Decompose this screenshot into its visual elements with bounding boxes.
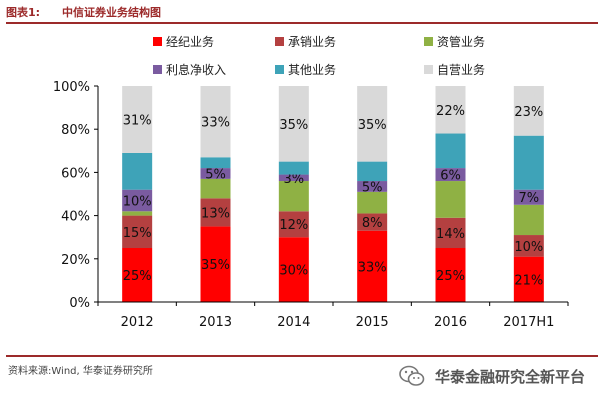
data-label-2017H1-2: 10% xyxy=(514,240,543,255)
watermark: 华泰金融研究全新平台 xyxy=(395,360,600,396)
bar-2013-2 xyxy=(200,198,231,227)
figure-header: 图表1: 中信证券业务结构图 xyxy=(6,4,596,22)
bar-2014-3 xyxy=(278,181,309,212)
legend-label-3: 资管业务 xyxy=(437,34,485,49)
bar-2014-2 xyxy=(278,211,309,238)
bar-2012-3 xyxy=(122,211,153,216)
x-tick-label-5: 2017H1 xyxy=(503,315,554,330)
bar-2014-1 xyxy=(278,237,309,302)
legend-label-6: 自营业务 xyxy=(437,62,485,77)
bar-2015-4 xyxy=(357,181,388,192)
bar-2013-4 xyxy=(200,168,231,179)
x-tick-label-2: 2014 xyxy=(277,315,310,330)
legend-swatch-4 xyxy=(153,65,162,74)
data-label-2016-4: 6% xyxy=(440,169,461,184)
wechat-icon xyxy=(399,365,425,386)
data-label-2015-1: 33% xyxy=(358,260,387,275)
bar-2015-2 xyxy=(357,213,388,231)
data-label-2012-6: 31% xyxy=(123,113,152,128)
bar-2013-1 xyxy=(200,226,231,302)
bar-2016-1 xyxy=(435,248,466,302)
data-label-2015-6: 35% xyxy=(358,118,387,133)
data-label-2014-4: 3% xyxy=(284,172,305,187)
source-note: 资料来源:Wind, 华泰证券研究所 xyxy=(8,366,153,377)
bar-2012-1 xyxy=(122,248,153,302)
data-label-2013-1: 35% xyxy=(201,258,230,273)
y-tick-label-2: 40% xyxy=(61,210,90,225)
bar-2016-6 xyxy=(435,86,466,134)
top-rule xyxy=(6,22,598,24)
legend-label-1: 经纪业务 xyxy=(166,34,214,49)
bar-2012-6 xyxy=(122,86,153,153)
bar-2016-3 xyxy=(435,181,466,218)
bottom-rule xyxy=(6,355,598,357)
bar-2017H1-6 xyxy=(513,86,544,136)
data-label-2013-6: 33% xyxy=(201,116,230,131)
bar-2012-5 xyxy=(122,152,153,190)
data-label-2016-2: 14% xyxy=(436,227,465,242)
x-tick-label-0: 2012 xyxy=(121,315,154,330)
data-label-2015-2: 8% xyxy=(362,216,383,231)
bar-2015-1 xyxy=(357,230,388,302)
x-tick-label-1: 2013 xyxy=(199,315,232,330)
data-label-2017H1-1: 21% xyxy=(514,273,543,288)
watermark-text: 华泰金融研究全新平台 xyxy=(435,368,586,386)
y-tick-label-4: 80% xyxy=(61,123,90,138)
legend-swatch-6 xyxy=(424,65,433,74)
bar-2014-6 xyxy=(278,86,309,162)
data-label-2013-4: 5% xyxy=(205,167,226,182)
bar-2017H1-5 xyxy=(513,135,544,190)
bar-2015-5 xyxy=(357,161,388,182)
bar-2016-5 xyxy=(435,133,466,169)
bar-2014-4 xyxy=(278,174,309,182)
y-tick-label-1: 20% xyxy=(61,253,90,268)
legend-swatch-3 xyxy=(424,37,433,46)
data-label-2017H1-4: 7% xyxy=(519,191,540,206)
bar-2017H1-2 xyxy=(513,235,544,257)
legend-swatch-2 xyxy=(275,37,284,46)
bar-2013-3 xyxy=(200,178,231,199)
legend-label-4: 利息净收入 xyxy=(166,62,226,77)
data-label-2016-6: 22% xyxy=(436,104,465,119)
bar-2014-5 xyxy=(278,161,309,175)
bar-2012-4 xyxy=(122,189,153,212)
data-label-2016-1: 25% xyxy=(436,269,465,284)
figure-title: 中信证券业务结构图 xyxy=(62,6,161,19)
bar-2016-4 xyxy=(435,168,466,182)
bars: 25% 15% 10% 31% 35% 13% 5% 33% 30% 12% 3% 35% 33% 8% 5… xyxy=(122,86,544,302)
x-axis: 2012 2013 2014 2015 2016 2017H1 xyxy=(97,301,569,330)
y-tick-label-3: 60% xyxy=(61,166,90,181)
bar-2017H1-1 xyxy=(513,256,544,302)
data-label-2014-1: 30% xyxy=(279,264,308,279)
data-label-2014-6: 35% xyxy=(279,118,308,133)
y-tick-label-5: 100% xyxy=(53,80,90,95)
legend-swatch-1 xyxy=(153,37,162,46)
data-label-2015-4: 5% xyxy=(362,180,383,195)
bar-2012-2 xyxy=(122,215,153,248)
data-label-2014-2: 12% xyxy=(279,218,308,233)
data-label-2012-4: 10% xyxy=(123,194,152,209)
bar-2013-6 xyxy=(200,86,231,158)
figure-label: 图表1: xyxy=(6,6,41,19)
y-axis: 0% 20% 40% 60% 80% 100% xyxy=(53,80,99,311)
data-label-2012-2: 15% xyxy=(123,226,152,241)
bar-2016-2 xyxy=(435,217,466,248)
legend-swatch-5 xyxy=(275,65,284,74)
bar-2013-5 xyxy=(200,157,231,169)
data-label-2017H1-6: 23% xyxy=(514,105,543,120)
bar-2017H1-3 xyxy=(513,204,544,236)
data-label-2013-2: 13% xyxy=(201,206,230,221)
legend-label-5: 其他业务 xyxy=(288,62,336,77)
bar-2015-3 xyxy=(357,191,388,214)
bar-2017H1-4 xyxy=(513,189,544,205)
bar-2015-6 xyxy=(357,86,388,162)
legend-label-2: 承销业务 xyxy=(288,34,336,49)
data-label-2012-1: 25% xyxy=(123,269,152,284)
x-tick-label-4: 2016 xyxy=(434,315,467,330)
y-tick-label-0: 0% xyxy=(69,296,90,311)
x-tick-label-3: 2015 xyxy=(356,315,389,330)
